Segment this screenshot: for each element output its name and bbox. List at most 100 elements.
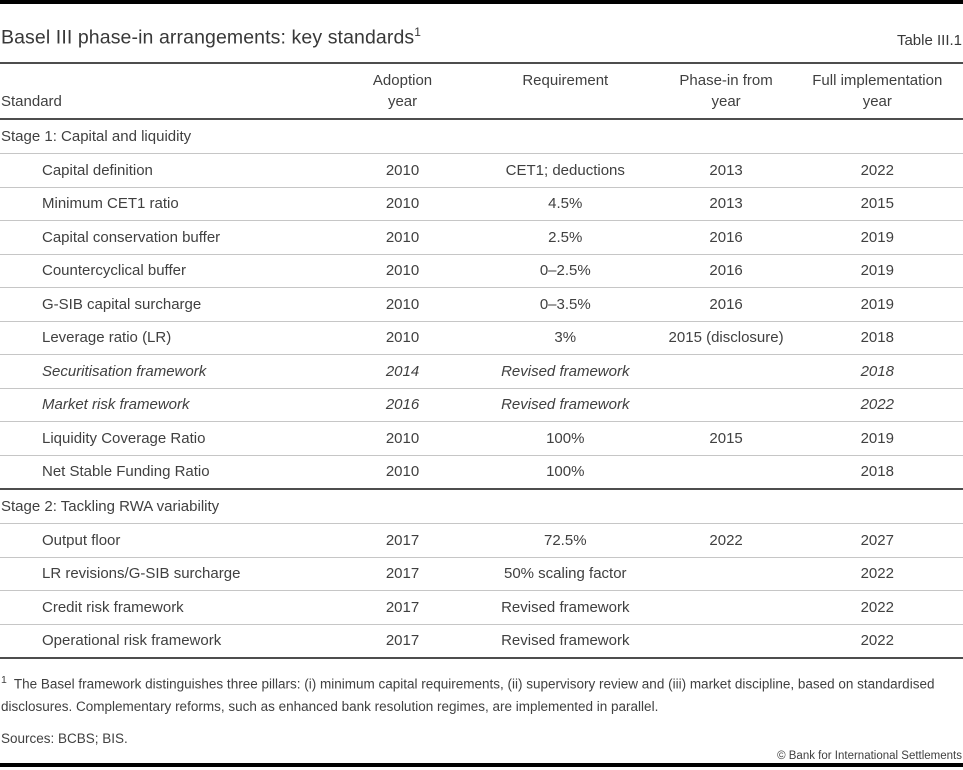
- cell-standard: LR revisions/G-SIB surcharge: [0, 557, 336, 591]
- cell-full-implementation-year: 2019: [791, 287, 963, 322]
- cell-standard: Minimum CET1 ratio: [0, 187, 336, 221]
- table-row: Liquidity Coverage Ratio 2010 100% 2015 …: [0, 421, 963, 456]
- footnote-text: The Basel framework distinguishes three …: [1, 676, 935, 714]
- cell-adoption-year: 2017: [335, 624, 470, 659]
- sources-line: Sources: BCBS; BIS.: [1, 730, 128, 746]
- cell-adoption-year: 2017: [335, 590, 470, 625]
- cell-adoption-year: 2010: [335, 287, 470, 322]
- copyright-line: © Bank for International Settlements: [777, 749, 962, 762]
- cell-standard: Countercyclical buffer: [0, 254, 336, 288]
- bottom-border-bar: [0, 763, 963, 767]
- page-title-text: Basel III phase-in arrangements: key sta…: [1, 26, 415, 48]
- cell-standard: Output floor: [0, 523, 336, 558]
- cell-full-implementation-year: 2019: [791, 421, 963, 456]
- cell-phase-in-from-year: [660, 590, 792, 625]
- cell-adoption-year: 2010: [335, 187, 470, 221]
- section-title: Stage 1: Capital and liquidity: [0, 119, 963, 154]
- cell-requirement: Revised framework: [469, 624, 661, 659]
- table-row: Capital definition 2010 CET1; deductions…: [0, 153, 963, 188]
- cell-full-implementation-year: 2022: [791, 388, 963, 422]
- column-header-row: Standard Adoption year Requirement Phase…: [0, 64, 963, 120]
- cell-adoption-year: 2014: [335, 354, 470, 389]
- cell-full-implementation-year: 2019: [791, 254, 963, 288]
- table-row: Credit risk framework 2017 Revised frame…: [0, 590, 963, 625]
- cell-full-implementation-year: 2022: [791, 624, 963, 659]
- table-row: Market risk framework 2016 Revised frame…: [0, 388, 963, 422]
- cell-phase-in-from-year: 2013: [660, 187, 792, 221]
- cell-requirement: 3%: [469, 321, 661, 355]
- title-footnote-marker: 1: [414, 24, 422, 39]
- table-row: LR revisions/G-SIB surcharge 2017 50% sc…: [0, 557, 963, 591]
- cell-adoption-year: 2010: [335, 421, 470, 456]
- cell-adoption-year: 2017: [335, 557, 470, 591]
- cell-adoption-year: 2010: [335, 220, 470, 255]
- cell-standard: Market risk framework: [0, 388, 336, 422]
- column-header-full-implementation-year: Full implementation year: [791, 64, 963, 120]
- cell-requirement: 100%: [469, 455, 661, 490]
- cell-adoption-year: 2017: [335, 523, 470, 558]
- cell-full-implementation-year: 2018: [791, 321, 963, 355]
- cell-full-implementation-year: 2015: [791, 187, 963, 221]
- cell-standard: Capital conservation buffer: [0, 220, 336, 255]
- table-header: Basel III phase-in arrangements: key sta…: [0, 4, 963, 64]
- cell-standard: Capital definition: [0, 153, 336, 188]
- cell-adoption-year: 2010: [335, 321, 470, 355]
- cell-phase-in-from-year: [660, 624, 792, 659]
- column-header-requirement: Requirement: [469, 64, 661, 120]
- cell-requirement: 0–3.5%: [469, 287, 661, 322]
- cell-full-implementation-year: 2018: [791, 455, 963, 490]
- table-number: Table III.1: [896, 32, 962, 49]
- table-head: Standard Adoption year Requirement Phase…: [0, 64, 963, 120]
- cell-full-implementation-year: 2018: [791, 354, 963, 389]
- cell-full-implementation-year: 2022: [791, 153, 963, 188]
- table-row: Capital conservation buffer 2010 2.5% 20…: [0, 220, 963, 255]
- cell-adoption-year: 2010: [335, 254, 470, 288]
- table-row: Securitisation framework 2014 Revised fr…: [0, 354, 963, 389]
- cell-full-implementation-year: 2019: [791, 220, 963, 255]
- cell-standard: Liquidity Coverage Ratio: [0, 421, 336, 456]
- section-header-row: Stage 2: Tackling RWA variability: [0, 488, 963, 524]
- footnote: 1 The Basel framework distinguishes three…: [0, 669, 963, 718]
- footnote-marker: 1: [1, 674, 7, 686]
- cell-phase-in-from-year: 2015: [660, 421, 792, 456]
- cell-phase-in-from-year: 2016: [660, 220, 792, 255]
- table-body: Stage 1: Capital and liquidity Capital d…: [0, 119, 963, 659]
- cell-requirement: 0–2.5%: [469, 254, 661, 288]
- cell-phase-in-from-year: 2016: [660, 287, 792, 322]
- cell-requirement: 4.5%: [469, 187, 661, 221]
- table-row: Leverage ratio (LR) 2010 3% 2015 (disclo…: [0, 321, 963, 355]
- section-header-row: Stage 1: Capital and liquidity: [0, 119, 963, 154]
- cell-adoption-year: 2016: [335, 388, 470, 422]
- column-header-phase-in-from-year: Phase-in from year: [660, 64, 792, 120]
- cell-phase-in-from-year: 2016: [660, 254, 792, 288]
- cell-phase-in-from-year: [660, 557, 792, 591]
- table-row: Operational risk framework 2017 Revised …: [0, 624, 963, 659]
- cell-adoption-year: 2010: [335, 153, 470, 188]
- table-row: G-SIB capital surcharge 2010 0–3.5% 2016…: [0, 287, 963, 322]
- standards-table: Standard Adoption year Requirement Phase…: [0, 64, 963, 659]
- top-border-bar: [0, 0, 963, 4]
- cell-standard: Credit risk framework: [0, 590, 336, 625]
- cell-full-implementation-year: 2022: [791, 590, 963, 625]
- cell-full-implementation-year: 2027: [791, 523, 963, 558]
- cell-standard: Leverage ratio (LR): [0, 321, 336, 355]
- cell-requirement: 50% scaling factor: [469, 557, 661, 591]
- cell-requirement: 2.5%: [469, 220, 661, 255]
- column-header-standard: Standard: [0, 64, 336, 120]
- cell-requirement: 72.5%: [469, 523, 661, 558]
- cell-adoption-year: 2010: [335, 455, 470, 490]
- cell-phase-in-from-year: 2013: [660, 153, 792, 188]
- table-row: Net Stable Funding Ratio 2010 100% 2018: [0, 455, 963, 490]
- cell-standard: Operational risk framework: [0, 624, 336, 659]
- cell-standard: G-SIB capital surcharge: [0, 287, 336, 322]
- cell-requirement: Revised framework: [469, 388, 661, 422]
- cell-requirement: CET1; deductions: [469, 153, 661, 188]
- table-row: Output floor 2017 72.5% 2022 2027: [0, 523, 963, 558]
- table-row: Minimum CET1 ratio 2010 4.5% 2013 2015: [0, 187, 963, 221]
- cell-phase-in-from-year: [660, 455, 792, 490]
- cell-requirement: Revised framework: [469, 354, 661, 389]
- cell-standard: Securitisation framework: [0, 354, 336, 389]
- cell-phase-in-from-year: 2022: [660, 523, 792, 558]
- cell-requirement: 100%: [469, 421, 661, 456]
- page-title: Basel III phase-in arrangements: key sta…: [1, 25, 421, 50]
